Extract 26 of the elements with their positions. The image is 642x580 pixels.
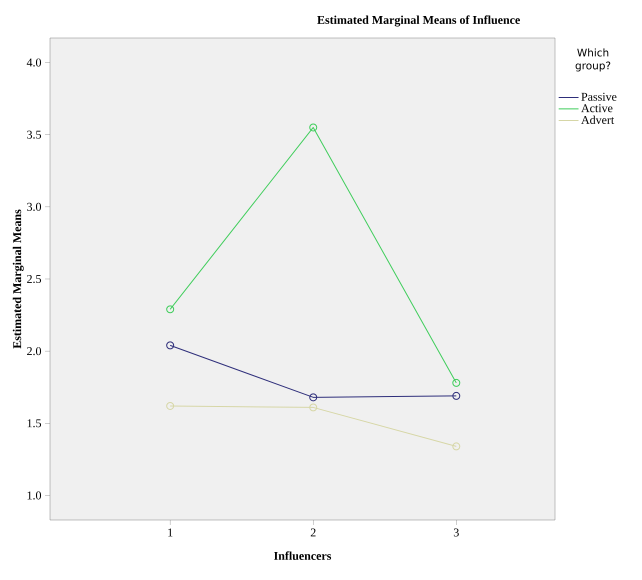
legend-label: Advert xyxy=(581,116,614,124)
y-axis-title: Estimated Marginal Means xyxy=(12,210,24,349)
point xyxy=(309,393,318,402)
x-axis-title: Influencers xyxy=(274,551,332,560)
point xyxy=(309,123,318,132)
y-tick-label: 2.5 xyxy=(27,274,42,284)
y-tick-label: 3.5 xyxy=(27,130,42,139)
y-tick-label: 3.0 xyxy=(27,202,42,211)
point xyxy=(309,403,318,412)
y-tick-label: 2.0 xyxy=(27,347,42,356)
chart-title: Estimated Marginal Means of Influence xyxy=(317,15,520,26)
legend-title: Which group? xyxy=(576,48,610,72)
y-tick-label: 4.0 xyxy=(26,58,42,67)
y-tick-label: 1.5 xyxy=(28,419,42,428)
x-tick-label: 1 xyxy=(168,528,172,536)
legend-label: Passive xyxy=(581,92,616,101)
x-tick-label: 2 xyxy=(310,528,316,536)
point xyxy=(166,341,174,350)
x-tick-label: 3 xyxy=(454,528,459,537)
point xyxy=(166,402,174,410)
point xyxy=(452,442,460,450)
point xyxy=(452,378,460,387)
legend-label: Active xyxy=(581,104,612,112)
y-tick-label: 1.0 xyxy=(28,491,42,500)
point xyxy=(452,392,460,400)
point xyxy=(166,305,174,314)
